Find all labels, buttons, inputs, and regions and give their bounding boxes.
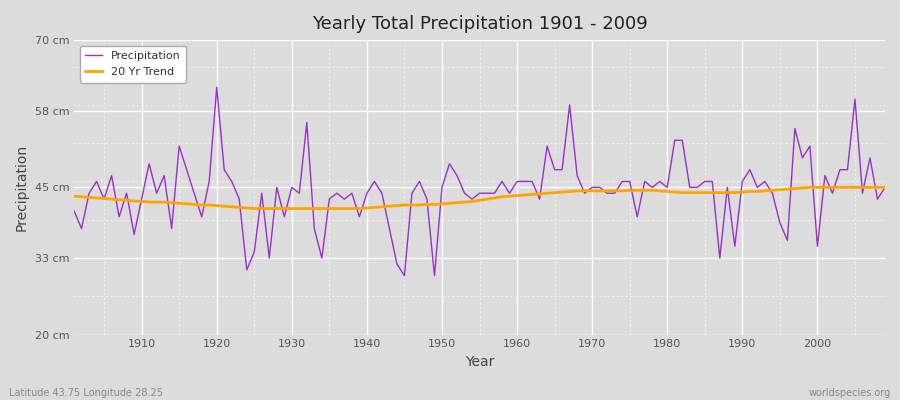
- Precipitation: [212, 85, 222, 90]
- 20 Yr Trend: [68, 194, 79, 198]
- Precipitation: [129, 232, 140, 237]
- 20 Yr Trend: [512, 193, 523, 198]
- Precipitation: [302, 120, 312, 125]
- Precipitation: [519, 179, 530, 184]
- Precipitation: [526, 179, 537, 184]
- Title: Yearly Total Precipitation 1901 - 2009: Yearly Total Precipitation 1901 - 2009: [311, 15, 647, 33]
- Text: worldspecies.org: worldspecies.org: [809, 388, 891, 398]
- 20 Yr Trend: [129, 198, 140, 203]
- 20 Yr Trend: [249, 206, 260, 211]
- Precipitation: [68, 208, 79, 213]
- Precipitation: [346, 191, 357, 196]
- 20 Yr Trend: [805, 185, 815, 190]
- 20 Yr Trend: [519, 193, 530, 198]
- Line: 20 Yr Trend: 20 Yr Trend: [74, 187, 885, 208]
- Precipitation: [399, 273, 410, 278]
- 20 Yr Trend: [346, 206, 357, 211]
- Legend: Precipitation, 20 Yr Trend: Precipitation, 20 Yr Trend: [79, 46, 186, 82]
- X-axis label: Year: Year: [464, 355, 494, 369]
- 20 Yr Trend: [302, 206, 312, 211]
- Precipitation: [616, 179, 627, 184]
- Text: Latitude 43.75 Longitude 28.25: Latitude 43.75 Longitude 28.25: [9, 388, 163, 398]
- 20 Yr Trend: [609, 188, 620, 193]
- Line: Precipitation: Precipitation: [74, 87, 885, 276]
- Precipitation: [879, 185, 890, 190]
- 20 Yr Trend: [879, 185, 890, 190]
- Y-axis label: Precipitation: Precipitation: [15, 144, 29, 231]
